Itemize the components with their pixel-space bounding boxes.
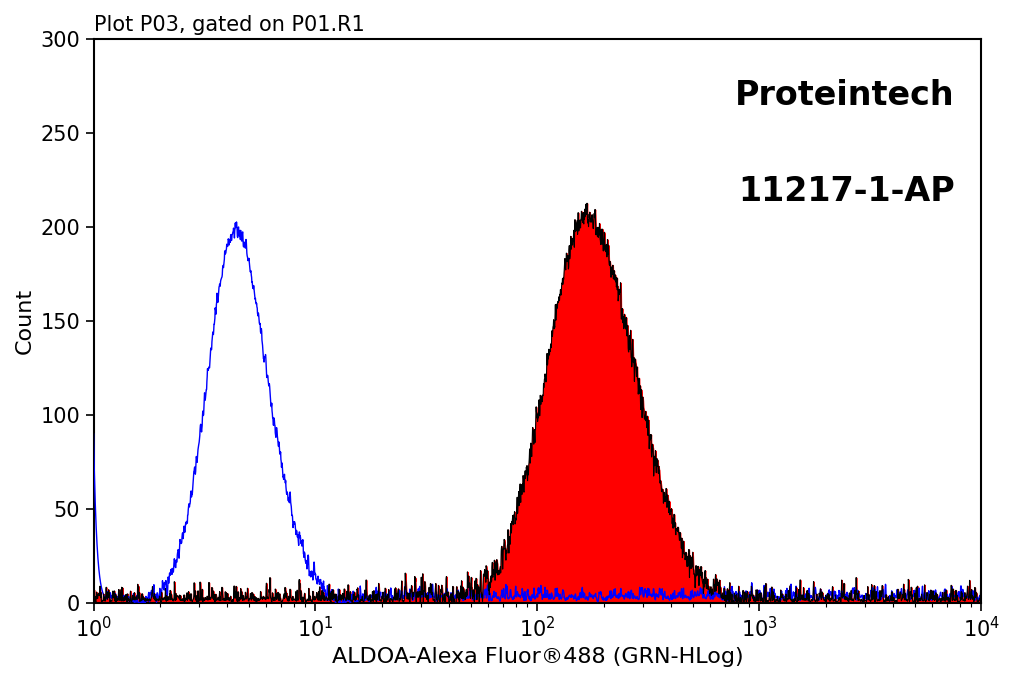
X-axis label: ALDOA-Alexa Fluor®488 (GRN-HLog): ALDOA-Alexa Fluor®488 (GRN-HLog) [332, 647, 743, 667]
Text: Proteintech: Proteintech [735, 79, 955, 112]
Y-axis label: Count: Count [15, 288, 35, 354]
Text: Plot P03, gated on P01.R1: Plot P03, gated on P01.R1 [93, 15, 364, 35]
Text: 11217-1-AP: 11217-1-AP [738, 175, 955, 207]
